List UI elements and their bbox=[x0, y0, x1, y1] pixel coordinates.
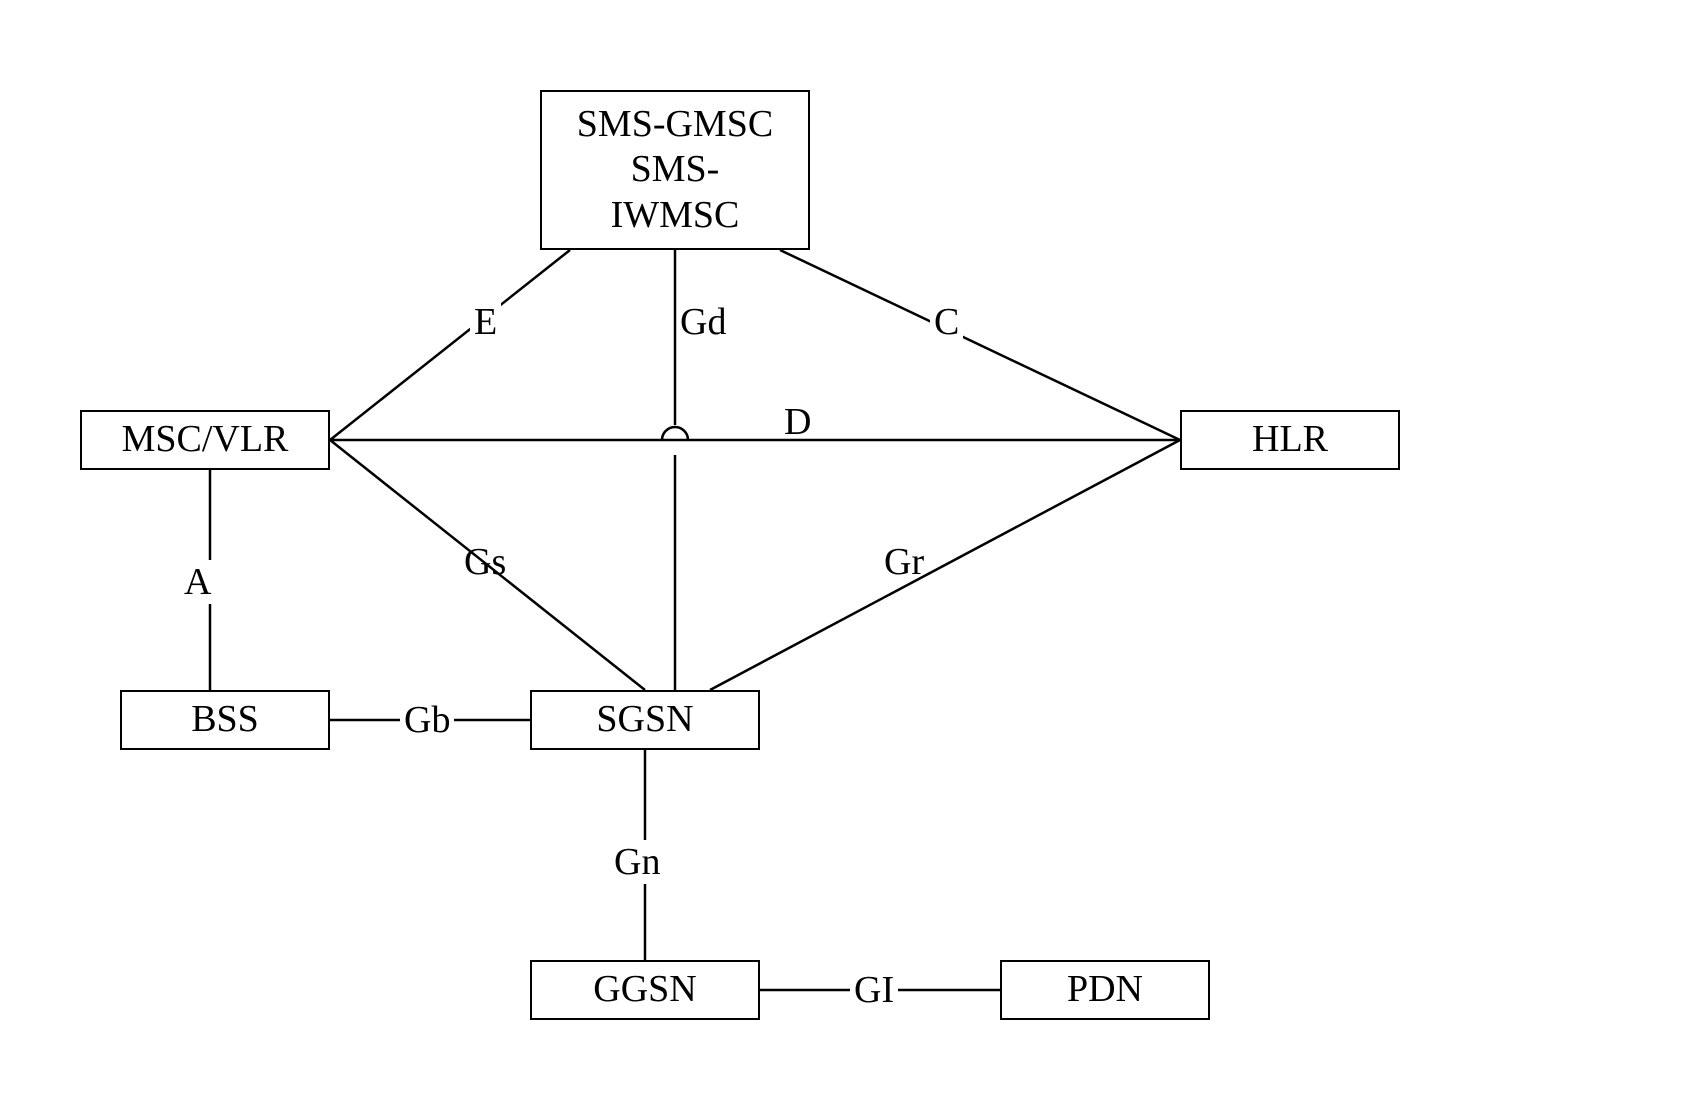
edge-label-gb: Gb bbox=[400, 698, 454, 742]
edge-label-gi: GI bbox=[850, 968, 898, 1012]
node-bss: BSS bbox=[120, 690, 330, 750]
node-pdn: PDN bbox=[1000, 960, 1210, 1020]
gprs-network-diagram: SMS-GMSC SMS- IWMSC MSC/VLR HLR BSS SGSN… bbox=[0, 0, 1700, 1116]
edge-label-gn: Gn bbox=[610, 840, 664, 884]
edge-label-gs: Gs bbox=[460, 540, 510, 584]
node-pdn-label: PDN bbox=[1067, 967, 1143, 1013]
node-sms: SMS-GMSC SMS- IWMSC bbox=[540, 90, 810, 250]
node-hlr: HLR bbox=[1180, 410, 1400, 470]
node-sgsn-label: SGSN bbox=[596, 697, 693, 743]
edge-label-gr: Gr bbox=[880, 540, 928, 584]
edges-layer bbox=[0, 0, 1700, 1116]
edge-gr bbox=[710, 440, 1180, 690]
edge-e bbox=[330, 250, 570, 440]
node-sgsn: SGSN bbox=[530, 690, 760, 750]
edge-gd-hop bbox=[662, 427, 688, 440]
edge-label-e: E bbox=[470, 300, 501, 344]
edge-label-d: D bbox=[780, 400, 815, 444]
node-ggsn: GGSN bbox=[530, 960, 760, 1020]
edge-label-a: A bbox=[180, 560, 215, 604]
edge-c bbox=[780, 250, 1180, 440]
node-hlr-label: HLR bbox=[1252, 417, 1328, 463]
node-mscvlr-label: MSC/VLR bbox=[122, 417, 289, 463]
edge-label-c: C bbox=[930, 300, 963, 344]
node-bss-label: BSS bbox=[191, 697, 259, 743]
node-sms-label2: SMS- bbox=[577, 147, 773, 193]
node-sms-label3: IWMSC bbox=[577, 193, 773, 239]
edge-label-gd: Gd bbox=[630, 300, 730, 344]
node-mscvlr: MSC/VLR bbox=[80, 410, 330, 470]
node-sms-label1: SMS-GMSC bbox=[577, 102, 773, 148]
node-ggsn-label: GGSN bbox=[593, 967, 696, 1013]
